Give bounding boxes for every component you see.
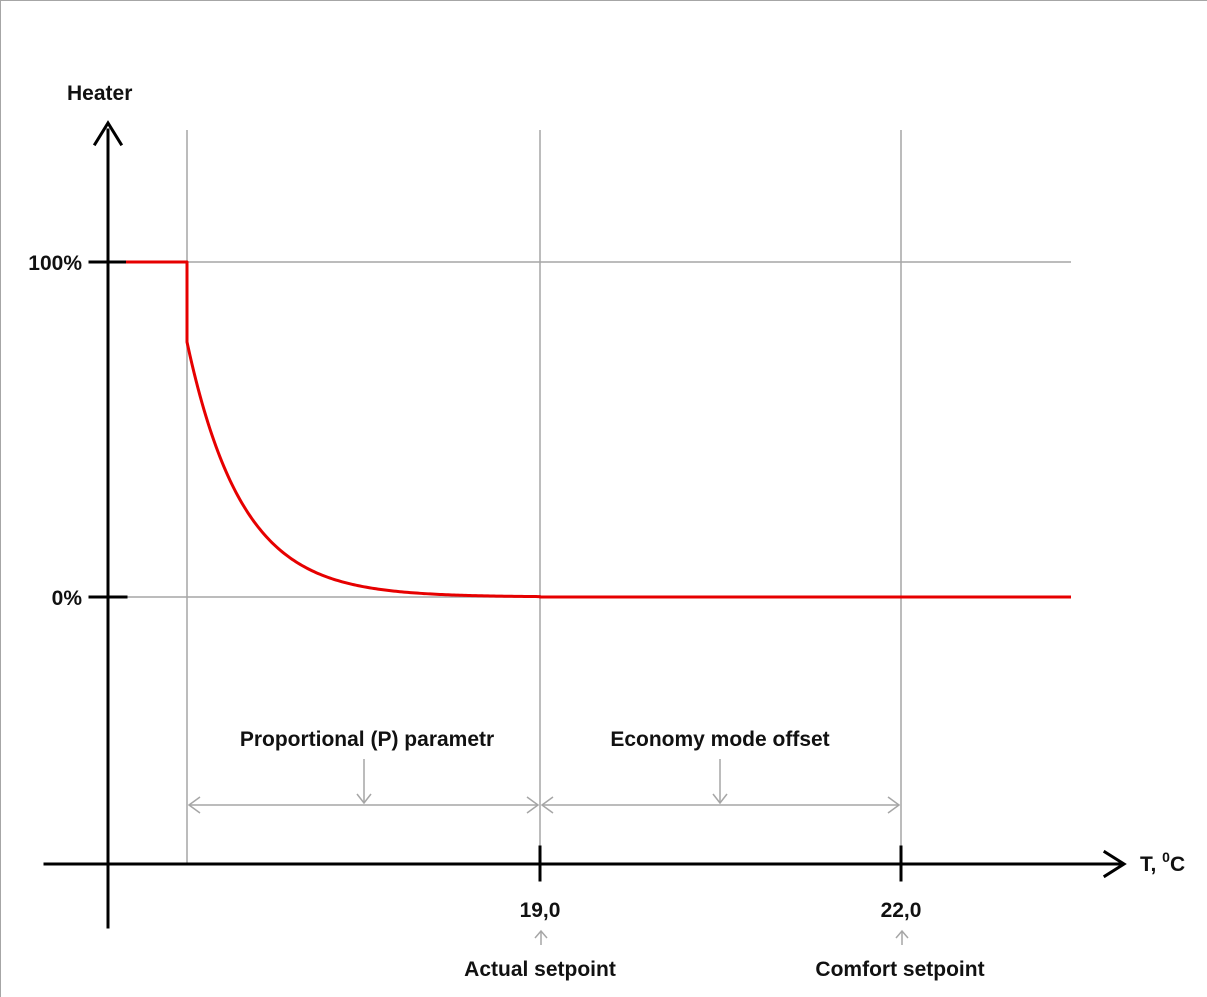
x-tick-label-19: 19,0 [520, 899, 561, 922]
comfort-setpoint-label: Comfort setpoint [815, 958, 984, 981]
proportional-label-pointer [356, 759, 372, 805]
x-tick-label-22: 22,0 [881, 899, 922, 922]
economy-label-pointer [712, 759, 728, 805]
actual-setpoint-label: Actual setpoint [464, 958, 616, 981]
y-tick-label-0: 0% [52, 587, 83, 610]
y-axis-label: Heater [67, 82, 132, 105]
dimension-arrows [187, 759, 909, 945]
heater-output-curve [126, 260, 1071, 599]
economy-span-arrow [540, 796, 901, 814]
x-axis-unit: C [1170, 853, 1185, 876]
proportional-span-arrow [187, 796, 540, 814]
axes [43, 120, 1127, 929]
x-axis-unit-sup: 0 [1162, 849, 1170, 865]
economy-mode-offset-label: Economy mode offset [610, 728, 829, 751]
y-tick-label-100: 100% [28, 252, 82, 275]
actual-setpoint-pointer [534, 929, 548, 945]
proportional-parameter-label: Proportional (P) parametr [240, 728, 494, 751]
y-axis-arrowhead [92, 120, 124, 147]
grid-lines [120, 130, 1071, 864]
comfort-setpoint-pointer [895, 929, 909, 945]
x-axis-arrowhead [1102, 849, 1127, 879]
x-axis-label: T, 0C [1140, 849, 1185, 876]
